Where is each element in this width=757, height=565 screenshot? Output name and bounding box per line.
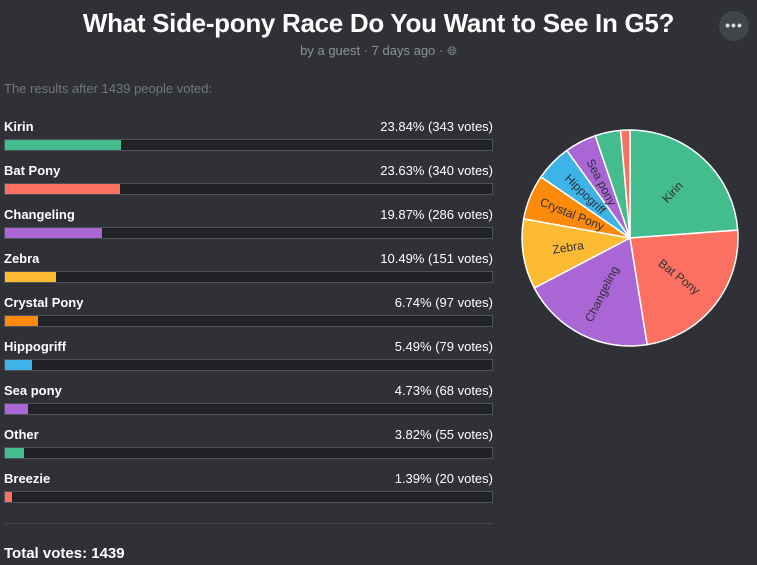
result-bar-track xyxy=(4,403,493,415)
pie-slice xyxy=(629,229,739,346)
option-label: Kirin xyxy=(4,119,34,134)
result-bar-fill xyxy=(5,360,32,370)
result-bar-fill xyxy=(5,316,38,326)
pie-slice xyxy=(629,129,739,239)
result-row: Breezie 1.39% (20 votes) xyxy=(4,470,493,514)
option-label: Crystal Pony xyxy=(4,295,84,310)
poll-title: What Side-pony Race Do You Want to See I… xyxy=(82,8,675,38)
total-votes: Total votes: 1439 xyxy=(4,545,125,562)
option-label: Hippogriff xyxy=(4,339,67,354)
result-bar-fill xyxy=(5,272,57,282)
result-bar-fill xyxy=(5,448,24,458)
result-bar-track xyxy=(4,183,493,195)
result-bar-track xyxy=(4,271,493,283)
option-label: Bat Pony xyxy=(4,163,61,178)
result-bar-fill xyxy=(5,404,29,414)
option-result: 4.73% (68 votes) xyxy=(394,383,493,398)
option-label: Changeling xyxy=(4,207,75,222)
result-bar-track xyxy=(4,315,493,327)
option-result: 3.82% (55 votes) xyxy=(394,427,493,442)
result-row: Crystal Pony 6.74% (97 votes) xyxy=(4,294,493,338)
option-result: 23.84% (343 votes) xyxy=(380,119,493,134)
result-row: Kirin 23.84% (343 votes) xyxy=(4,118,493,162)
option-result: 23.63% (340 votes) xyxy=(380,163,493,178)
result-bar-fill xyxy=(5,184,121,194)
result-bar-fill xyxy=(5,228,102,238)
result-bar-fill xyxy=(5,140,122,150)
more-options-button[interactable]: ••• xyxy=(719,11,749,41)
option-result: 19.87% (286 votes) xyxy=(380,207,493,222)
result-bar-track xyxy=(4,359,493,371)
option-result: 10.49% (151 votes) xyxy=(380,251,493,266)
result-row: Other 3.82% (55 votes) xyxy=(4,426,493,470)
results-pie-chart: Kirin Bat Pony Changeling Zebra Crystal Pony… xyxy=(520,128,740,348)
poll-byline: by a guest · 7 days ago · 🌐︎ xyxy=(0,43,757,59)
results-list: Kirin 23.84% (343 votes) Bat Pony 23.63% (3… xyxy=(4,118,493,514)
option-result: 6.74% (97 votes) xyxy=(394,295,493,310)
pie-slice-label: Zebra xyxy=(552,238,585,257)
option-result: 1.39% (20 votes) xyxy=(394,471,493,486)
result-bar-fill xyxy=(5,492,12,502)
option-label: Zebra xyxy=(4,251,40,266)
results-note: The results after 1439 people voted: xyxy=(4,81,213,96)
result-row: Changeling 19.87% (286 votes) xyxy=(4,206,493,250)
pie-slice xyxy=(619,129,631,239)
result-bar-track xyxy=(4,139,493,151)
option-label: Other xyxy=(4,427,39,442)
option-result: 5.49% (79 votes) xyxy=(394,339,493,354)
result-row: Sea pony 4.73% (68 votes) xyxy=(4,382,493,426)
pie-slice xyxy=(533,236,648,347)
globe-icon: 🌐︎ xyxy=(447,44,457,58)
option-label: Sea pony xyxy=(4,383,62,398)
result-bar-track xyxy=(4,227,493,239)
result-row: Hippogriff 5.49% (79 votes) xyxy=(4,338,493,382)
result-row: Bat Pony 23.63% (340 votes) xyxy=(4,162,493,206)
result-bar-track xyxy=(4,491,493,503)
divider xyxy=(4,523,493,524)
pie-slice xyxy=(521,218,633,290)
byline-text: by a guest · 7 days ago · xyxy=(300,43,444,58)
result-bar-track xyxy=(4,447,493,459)
result-row: Zebra 10.49% (151 votes) xyxy=(4,250,493,294)
option-label: Breezie xyxy=(4,471,51,486)
